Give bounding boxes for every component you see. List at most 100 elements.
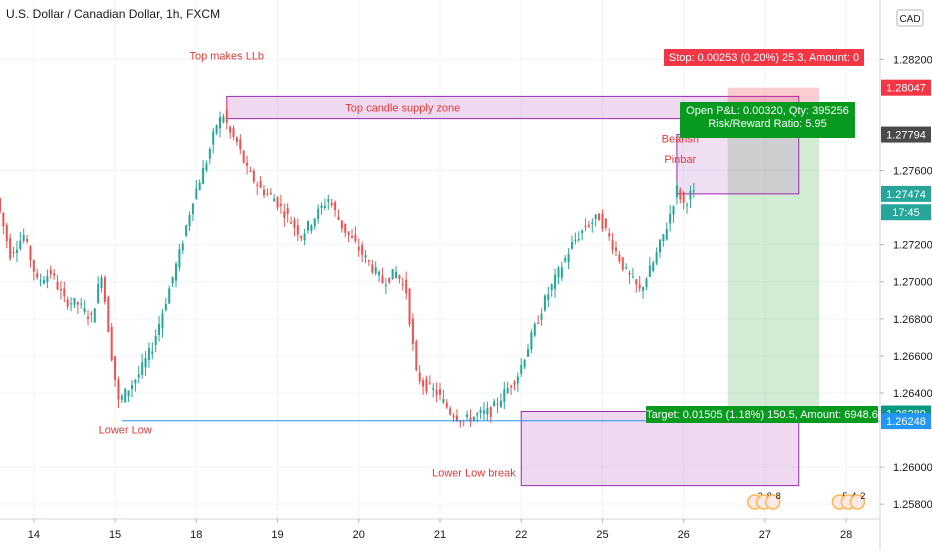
candle-body bbox=[392, 269, 394, 279]
price-label-text: 1.26248 bbox=[886, 416, 926, 428]
candle-body bbox=[689, 191, 691, 199]
candle-body bbox=[371, 265, 373, 273]
candle-body bbox=[114, 356, 116, 380]
candle-body bbox=[422, 380, 424, 386]
candle-body bbox=[199, 183, 201, 190]
candle-body bbox=[503, 389, 505, 402]
candle-body bbox=[652, 263, 654, 271]
candle-body bbox=[679, 190, 681, 200]
candle-body bbox=[77, 302, 79, 305]
x-tick-label: 25 bbox=[596, 529, 608, 541]
candle-body bbox=[280, 204, 282, 206]
candle-body bbox=[202, 168, 204, 184]
candle-body bbox=[564, 258, 566, 262]
candle-body bbox=[36, 273, 38, 277]
candle-body bbox=[341, 220, 343, 228]
candle-body bbox=[395, 272, 397, 278]
candle-body bbox=[513, 382, 515, 385]
x-tick-label: 20 bbox=[353, 529, 365, 541]
candle-body bbox=[344, 224, 346, 233]
x-tick-label: 14 bbox=[28, 529, 40, 541]
candle-body bbox=[605, 219, 607, 228]
candle-body bbox=[283, 211, 285, 217]
x-tick-label: 19 bbox=[271, 529, 283, 541]
candle-body bbox=[693, 190, 695, 191]
x-tick-label: 22 bbox=[515, 529, 527, 541]
candle-body bbox=[507, 388, 509, 393]
candle-body bbox=[290, 222, 292, 223]
swing-label: Pinbar bbox=[664, 154, 696, 166]
currency-badge-text: CAD bbox=[899, 14, 920, 25]
candle-body bbox=[229, 127, 231, 133]
candle-body bbox=[161, 313, 163, 328]
candle-body bbox=[527, 349, 529, 357]
candle-body bbox=[43, 280, 45, 283]
candle-body bbox=[405, 280, 407, 293]
candle-body bbox=[561, 267, 563, 278]
candle-body bbox=[612, 240, 614, 250]
candle-body bbox=[246, 163, 248, 166]
candle-body bbox=[490, 407, 492, 417]
candle-body bbox=[381, 276, 383, 283]
candle-body bbox=[304, 233, 306, 240]
chart-title: U.S. Dollar / Canadian Dollar, 1h, FXCM bbox=[6, 7, 220, 21]
x-tick-label: 15 bbox=[109, 529, 121, 541]
candle-body bbox=[666, 229, 668, 240]
candle-body bbox=[73, 298, 75, 305]
candle-body bbox=[578, 239, 580, 240]
candle-body bbox=[40, 281, 42, 282]
candle-body bbox=[260, 181, 262, 188]
candle-body bbox=[128, 391, 130, 397]
candle-body bbox=[442, 399, 444, 403]
candle-body bbox=[659, 240, 661, 253]
candle-body bbox=[601, 214, 603, 229]
candle-body bbox=[409, 289, 411, 324]
candle-body bbox=[266, 193, 268, 194]
price-label: 17:45 bbox=[881, 204, 931, 220]
candle-body bbox=[551, 284, 553, 290]
candle-body bbox=[348, 231, 350, 234]
event-label: 8 bbox=[776, 491, 781, 501]
currency-badge[interactable]: CAD bbox=[897, 10, 923, 26]
candle-body bbox=[615, 248, 617, 252]
candle-body bbox=[595, 214, 597, 219]
target-label-text: Target: 0.01505 (1.18%) 150.5, Amount: 6… bbox=[646, 409, 878, 421]
candle-body bbox=[378, 272, 380, 275]
candle-body bbox=[686, 205, 688, 206]
pnl-label[interactable]: Open P&L: 0.00320, Qty: 395256Risk/Rewar… bbox=[680, 102, 855, 138]
candle-body bbox=[23, 235, 25, 241]
candle-body bbox=[101, 277, 103, 288]
candle-body bbox=[591, 223, 593, 224]
target-label[interactable]: Target: 0.01505 (1.18%) 150.5, Amount: 6… bbox=[646, 406, 878, 423]
candle-body bbox=[449, 408, 451, 414]
candle-body bbox=[138, 374, 140, 377]
event-label: 2 bbox=[860, 491, 865, 501]
stop-label[interactable]: Stop: 0.00253 (0.20%) 25.3, Amount: 0 bbox=[664, 49, 864, 66]
candle-body bbox=[273, 198, 275, 201]
candle-body bbox=[293, 220, 295, 228]
candle-body bbox=[453, 415, 455, 417]
candle-body bbox=[585, 226, 587, 227]
y-tick-label: 1.27600 bbox=[893, 166, 932, 178]
candle-body bbox=[473, 417, 475, 421]
candle-body bbox=[222, 117, 224, 122]
price-label-text: 17:45 bbox=[892, 207, 920, 219]
candle-body bbox=[480, 410, 482, 413]
candle-body bbox=[635, 279, 637, 284]
candle-body bbox=[662, 234, 664, 241]
y-tick-label: 1.26600 bbox=[893, 351, 932, 363]
candle-body bbox=[497, 404, 499, 405]
candle-body bbox=[432, 388, 434, 390]
candle-body bbox=[324, 206, 326, 208]
candle-body bbox=[375, 267, 377, 273]
candle-body bbox=[385, 285, 387, 286]
candle-body bbox=[557, 268, 559, 278]
candle-body bbox=[63, 289, 65, 297]
candle-body bbox=[365, 255, 367, 257]
candle-body bbox=[145, 358, 147, 367]
candle-body bbox=[192, 204, 194, 215]
candle-body bbox=[253, 171, 255, 182]
candle-body bbox=[632, 276, 634, 277]
